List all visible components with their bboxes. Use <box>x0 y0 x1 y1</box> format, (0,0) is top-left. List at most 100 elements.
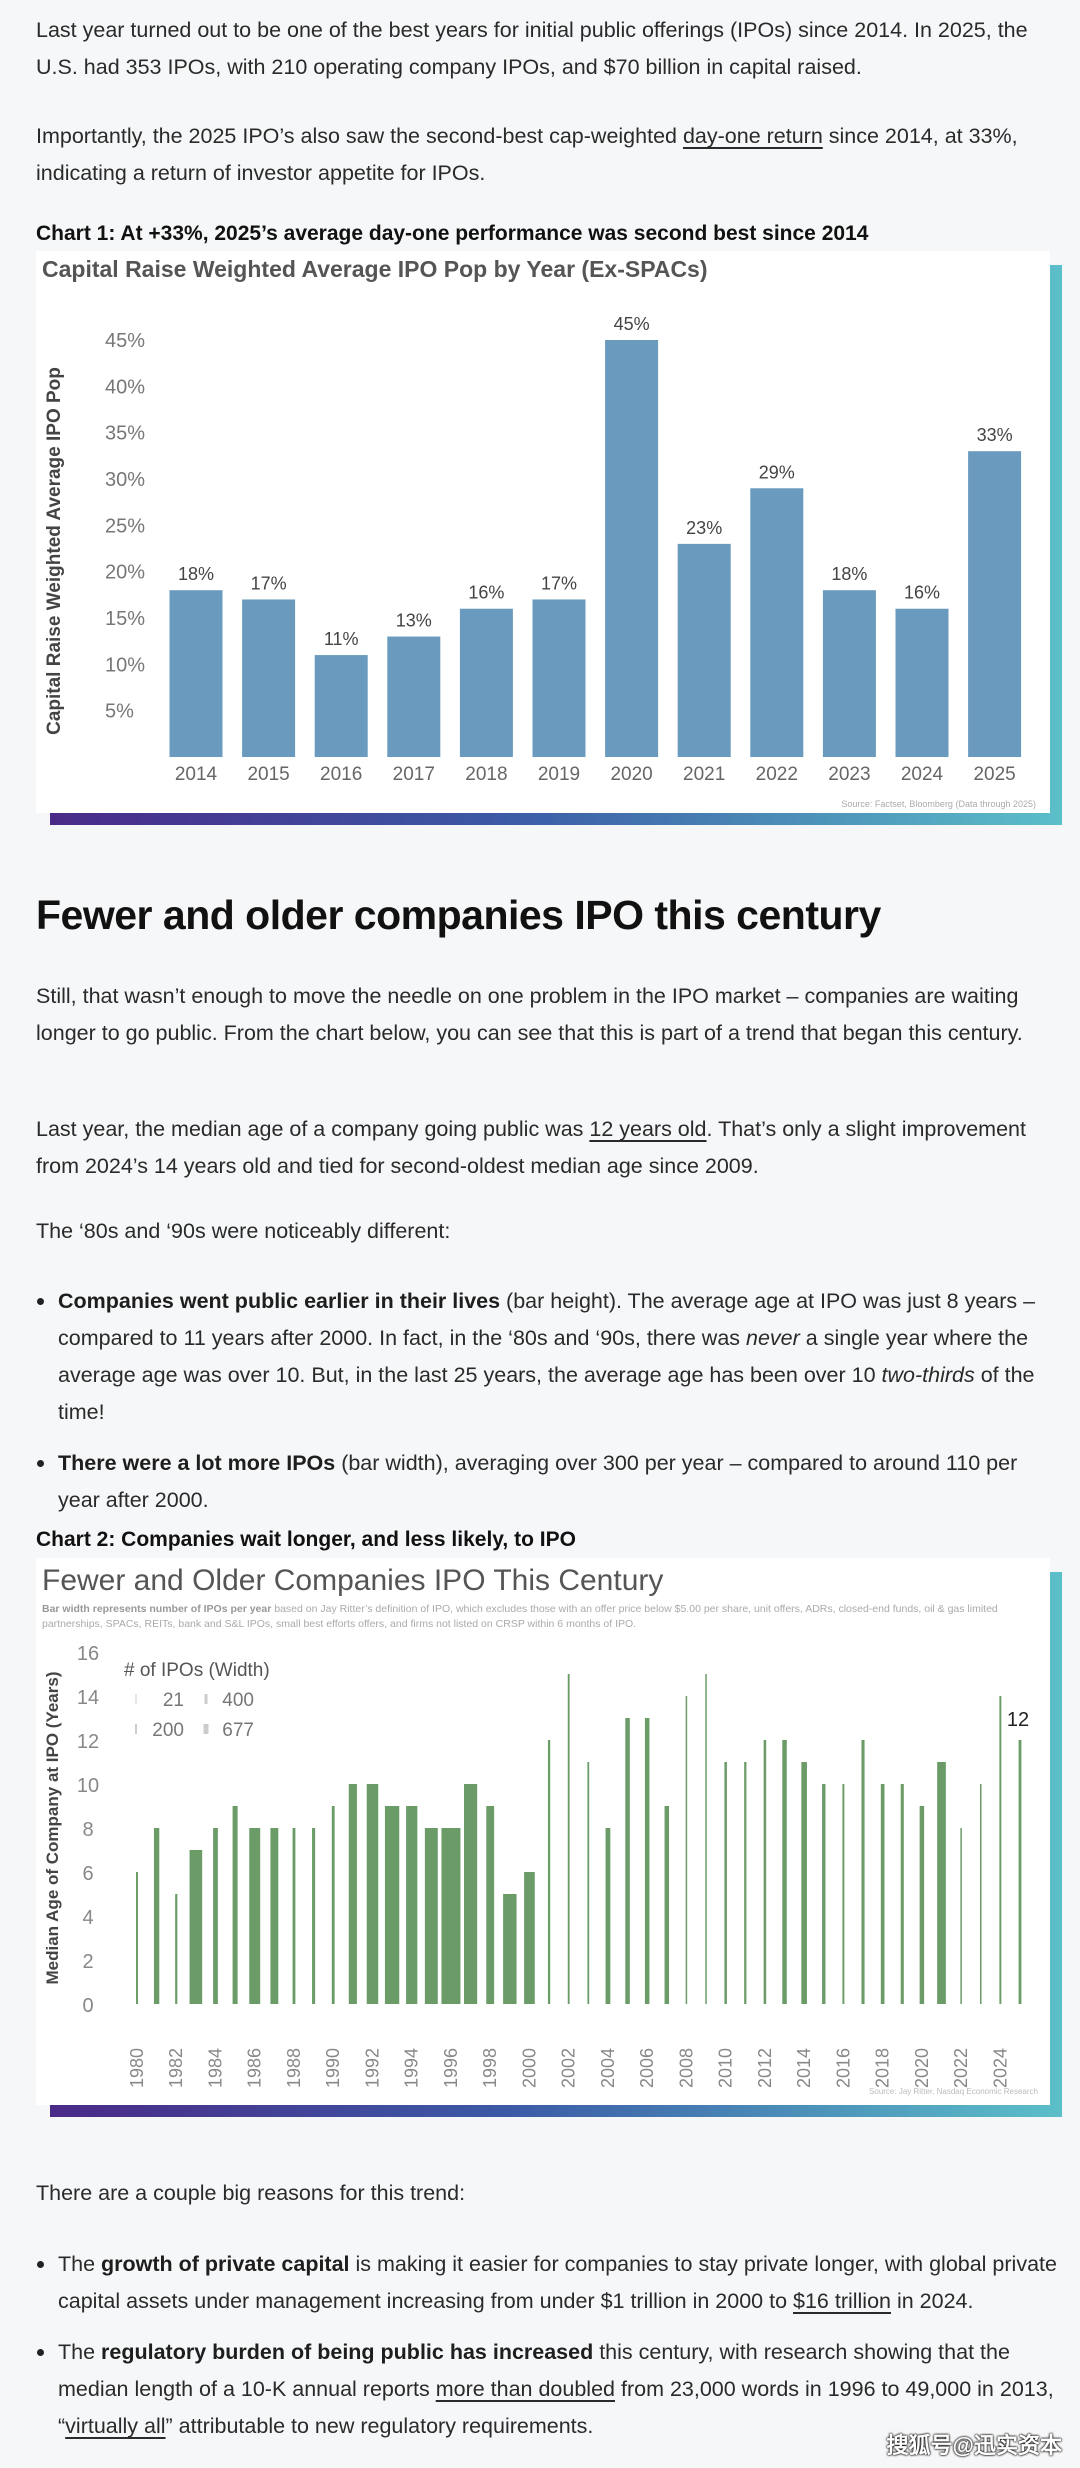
x-tick-label: 1990 <box>323 2048 343 2088</box>
chart1-source: Source: Factset, Bloomberg (Data through… <box>841 799 1036 809</box>
chart2-subtitle: Bar width represents number of IPOs per … <box>42 1602 1042 1632</box>
bar-1981 <box>153 1828 160 2004</box>
x-tick-label: 2022 <box>951 2048 971 2088</box>
bar-2025 <box>968 451 1022 757</box>
bar-2010 <box>724 1762 727 2004</box>
y-tick-label: 15% <box>105 608 145 630</box>
bar-2016 <box>842 1784 845 2004</box>
sixteen-trillion-link[interactable]: $16 trillion <box>793 2289 891 2313</box>
bar-2025 <box>1018 1740 1022 2004</box>
y-tick-label: 6 <box>82 1863 93 1885</box>
data-label: 33% <box>977 425 1013 445</box>
intro-paragraph: Last year turned out to be one of the be… <box>36 18 1028 79</box>
y-tick-label: 30% <box>105 469 145 491</box>
twelve-years-old-link[interactable]: 12 years old <box>589 1117 707 1141</box>
chart2-y-axis-label: Median Age of Company at IPO (Years) <box>43 1672 62 1985</box>
chart2-label: Chart 2: Companies wait longer, and less… <box>36 1528 576 1551</box>
x-tick-label: 2025 <box>973 764 1015 785</box>
virtually-all-link[interactable]: virtually all <box>65 2414 166 2438</box>
bar-2014 <box>801 1762 807 2004</box>
x-tick-label: 1994 <box>402 2048 422 2088</box>
paragraph-median-age: Last year, the median age of a company g… <box>36 1111 1046 1185</box>
x-tick-label: 2017 <box>393 764 435 785</box>
bar-2002 <box>567 1674 570 2004</box>
italic-text: two-thirds <box>881 1363 975 1387</box>
y-tick-label: 25% <box>105 515 145 537</box>
y-tick-label: 5% <box>105 701 134 723</box>
bar-1984 <box>213 1828 218 2004</box>
more-than-doubled-link[interactable]: more than doubled <box>435 2377 615 2401</box>
text: Last year, the median age of a company g… <box>36 1117 590 1141</box>
legend-item: 200 <box>152 1720 184 1741</box>
chart2: Fewer and Older Companies IPO This Centu… <box>36 1558 1062 2117</box>
bar-2017 <box>861 1740 865 2004</box>
x-tick-label: 2016 <box>833 2048 853 2088</box>
text: from 23,000 words in 1996 to 49,000 in 2… <box>58 2377 1054 2438</box>
legend-item: 21 <box>163 1690 184 1711</box>
text: The <box>58 2252 102 2276</box>
bar-2015 <box>242 599 296 757</box>
legend-swatch <box>203 1724 209 1734</box>
chart1: Capital Raise Weighted Average IPO Pop b… <box>36 251 1062 825</box>
x-tick-label: 2018 <box>465 764 507 785</box>
x-tick-label: 1984 <box>205 2048 225 2088</box>
bar-2001 <box>547 1740 551 2004</box>
y-tick-label: 12 <box>77 1731 99 1753</box>
bar-2000 <box>524 1872 535 2004</box>
y-tick-label: 10 <box>77 1775 99 1797</box>
text: (bar height). The average age at IPO was… <box>58 1289 1036 1350</box>
data-label: 29% <box>759 462 795 482</box>
bar-1987 <box>270 1828 279 2004</box>
bar-2005 <box>625 1718 630 2004</box>
text: a single year where the average age was … <box>58 1326 1029 1387</box>
bar-2023 <box>822 590 876 757</box>
x-tick-label: 1992 <box>362 2048 382 2088</box>
bar-2003 <box>587 1762 590 2004</box>
paragraph-waiting: Still, that wasn’t enough to move the ne… <box>36 984 1023 1045</box>
x-tick-label: 2010 <box>716 2048 736 2088</box>
bar-2008 <box>685 1696 688 2004</box>
x-tick-label: 2006 <box>637 2048 657 2088</box>
y-tick-label: 4 <box>82 1907 93 1929</box>
x-tick-label: 2002 <box>559 2048 579 2088</box>
bar-2015 <box>822 1784 826 2004</box>
chart2-source: Source: Jay Ritter, Nasdaq Economic Rese… <box>869 2087 1038 2096</box>
day-one-return-link[interactable]: day-one return <box>682 124 823 148</box>
bar-1986 <box>249 1828 261 2004</box>
chart2-title: Fewer and Older Companies IPO This Centu… <box>42 1564 664 1597</box>
x-tick-label: 2019 <box>538 764 580 785</box>
legend-swatch <box>135 1724 137 1734</box>
data-label: 18% <box>178 564 214 584</box>
data-label: 17% <box>251 573 287 593</box>
legend-item: 677 <box>222 1720 254 1741</box>
x-tick-label: 2020 <box>912 2048 932 2088</box>
x-tick-label: 1982 <box>166 2048 186 2088</box>
bar-2022 <box>960 1828 962 2004</box>
italic-text: never <box>746 1326 800 1350</box>
text: (bar width), averaging over 300 per year… <box>58 1451 1018 1512</box>
bar-2006 <box>644 1718 650 2004</box>
bar-1993 <box>384 1806 400 2004</box>
x-tick-label: 2008 <box>676 2048 696 2088</box>
subtitle-text: based on Jay Ritter’s definition of IPO,… <box>42 1603 998 1630</box>
bar-1996 <box>441 1828 461 2004</box>
bar-1998 <box>486 1806 495 2004</box>
x-tick-label: 2023 <box>828 764 870 785</box>
y-tick-label: 0 <box>82 1995 93 2017</box>
bar-2021 <box>677 543 731 757</box>
bar-2012 <box>763 1740 767 2004</box>
y-tick-label: 14 <box>77 1687 99 1709</box>
x-tick-label: 2018 <box>873 2048 893 2088</box>
bar-2017 <box>387 636 441 757</box>
list-item: Companies went public earlier in their l… <box>37 1283 1063 1431</box>
data-label: 45% <box>614 314 650 334</box>
bar-1988 <box>292 1828 296 2004</box>
bar-1989 <box>312 1828 316 2004</box>
bar-2018 <box>459 608 513 757</box>
bar-2021 <box>937 1762 946 2004</box>
bar-1983 <box>189 1850 203 2004</box>
data-label: 17% <box>541 573 577 593</box>
data-label: 11% <box>324 629 359 649</box>
x-tick-label: 2016 <box>320 764 362 785</box>
x-tick-label: 1988 <box>284 2048 304 2088</box>
